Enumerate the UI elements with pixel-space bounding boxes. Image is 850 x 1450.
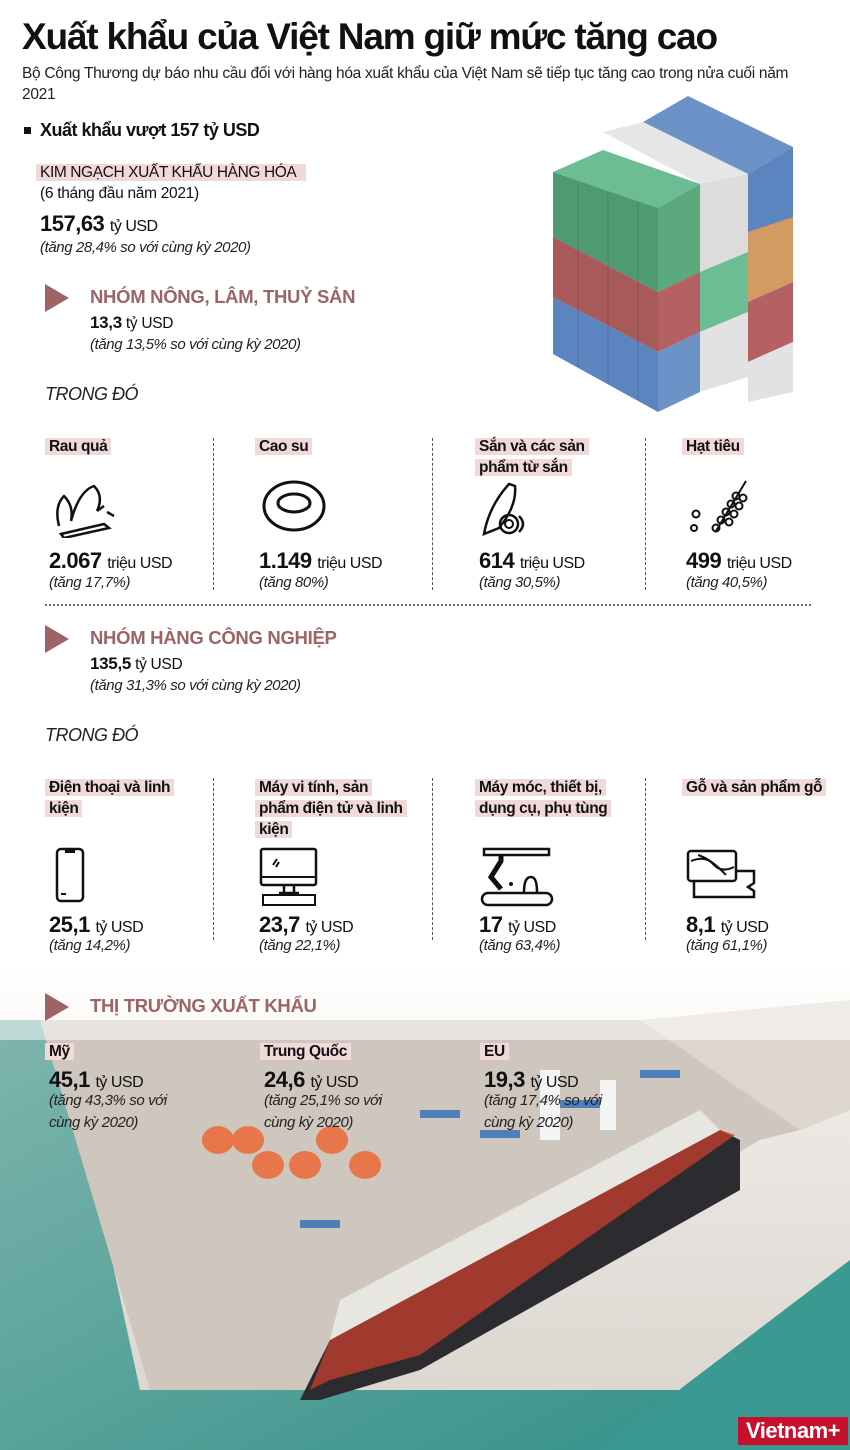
agri-value: 13,3 tỷ USD xyxy=(90,313,174,332)
section-heading-overview: Xuất khẩu vượt 157 tỷ USD xyxy=(24,120,260,141)
smartphone-icon xyxy=(55,847,85,903)
pepper-icon xyxy=(690,480,748,533)
item-value: 23,7 tỷ USD xyxy=(259,912,354,937)
shipping-containers-illustration xyxy=(553,96,793,412)
item-label: Cao su xyxy=(255,436,405,457)
overview-growth: (tăng 28,4% so với cùng kỳ 2020) xyxy=(40,239,251,256)
item-growth: (tăng 40,5%) xyxy=(686,574,768,591)
item-label: Máy móc, thiết bị, dụng cụ, phụ tùng xyxy=(475,777,625,819)
item-growth: (tăng 43,3% so với cùng kỳ 2020) xyxy=(49,1092,167,1131)
industry-growth: (tăng 31,3% so với cùng kỳ 2020) xyxy=(90,677,301,694)
triangle-marker-icon xyxy=(45,284,69,312)
overview-value: 157,63 tỷ USD xyxy=(40,211,158,236)
column-divider xyxy=(432,438,433,590)
item-label: EU xyxy=(480,1041,630,1062)
item-value: 45,1 tỷ USD xyxy=(49,1067,144,1092)
rubber-tire-icon xyxy=(262,480,326,532)
item-label: Máy vi tính, sản phẩm điện tử và linh ki… xyxy=(255,777,407,840)
item-growth: (tăng 80%) xyxy=(259,574,329,591)
column-divider xyxy=(213,438,214,590)
item-growth: (tăng 25,1% so với cùng kỳ 2020) xyxy=(264,1092,382,1131)
vegetables-icon xyxy=(56,484,115,538)
item-label: Rau quả xyxy=(45,436,195,457)
column-divider xyxy=(432,778,433,940)
item-value: 17 tỷ USD xyxy=(479,912,556,937)
overview-period: (6 tháng đầu năm 2021) xyxy=(40,185,199,202)
item-value: 614 triệu USD xyxy=(479,548,585,573)
agri-trong-do: TRONG ĐÓ xyxy=(45,384,139,404)
industry-trong-do: TRONG ĐÓ xyxy=(45,725,139,745)
item-label: Gỗ và sản phẩm gỗ xyxy=(682,777,832,798)
column-divider xyxy=(645,438,646,590)
column-divider xyxy=(213,778,214,940)
item-value: 499 triệu USD xyxy=(686,548,792,573)
square-bullet-icon xyxy=(24,127,31,134)
vietnamplus-logo: Vietnam+ xyxy=(737,1417,848,1445)
industry-value: 135,5 tỷ USD xyxy=(90,654,183,673)
item-label: Trung Quốc xyxy=(260,1041,410,1062)
triangle-marker-icon xyxy=(45,625,69,653)
industry-heading: NHÓM HÀNG CÔNG NGHIỆP xyxy=(90,627,337,648)
triangle-marker-icon xyxy=(45,993,69,1021)
item-label: Hạt tiêu xyxy=(682,436,832,457)
item-growth: (tăng 14,2%) xyxy=(49,937,131,954)
item-value: 1.149 triệu USD xyxy=(259,548,383,573)
item-value: 2.067 triệu USD xyxy=(49,548,173,573)
markets-heading: THỊ TRƯỜNG XUẤT KHẨU xyxy=(90,995,317,1016)
item-growth: (tăng 30,5%) xyxy=(479,574,561,591)
agri-heading: NHÓM NÔNG, LÂM, THUỶ SẢN xyxy=(90,286,356,307)
item-growth: (tăng 61,1%) xyxy=(686,937,768,954)
column-divider xyxy=(645,778,646,940)
wood-icon xyxy=(686,849,756,899)
computer-icon xyxy=(259,847,318,906)
item-growth: (tăng 63,4%) xyxy=(479,937,561,954)
item-value: 19,3 tỷ USD xyxy=(484,1067,579,1092)
port-ship-photo xyxy=(0,960,850,1450)
page-title: Xuất khẩu của Việt Nam giữ mức tăng cao xyxy=(22,16,718,57)
robot-arm-icon xyxy=(480,847,554,907)
item-value: 24,6 tỷ USD xyxy=(264,1067,359,1092)
overview-label: KIM NGẠCH XUẤT KHẨU HÀNG HÓA xyxy=(36,164,307,181)
item-growth: (tăng 17,7%) xyxy=(49,574,131,591)
item-value: 25,1 tỷ USD xyxy=(49,912,144,937)
item-growth: (tăng 22,1%) xyxy=(259,937,341,954)
section-divider xyxy=(45,604,811,606)
item-label: Sắn và các sản phẩm từ sắn xyxy=(475,436,625,478)
item-growth: (tăng 17,4% so với cùng kỳ 2020) xyxy=(484,1092,602,1131)
cassava-icon xyxy=(482,482,525,536)
page-subtitle: Bộ Công Thương dự báo nhu cầu đối với hà… xyxy=(22,65,789,103)
item-label: Điện thoại và linh kiện xyxy=(45,777,195,819)
agri-growth: (tăng 13,5% so với cùng kỳ 2020) xyxy=(90,336,301,353)
item-label: Mỹ xyxy=(45,1041,195,1062)
item-value: 8,1 tỷ USD xyxy=(686,912,769,937)
